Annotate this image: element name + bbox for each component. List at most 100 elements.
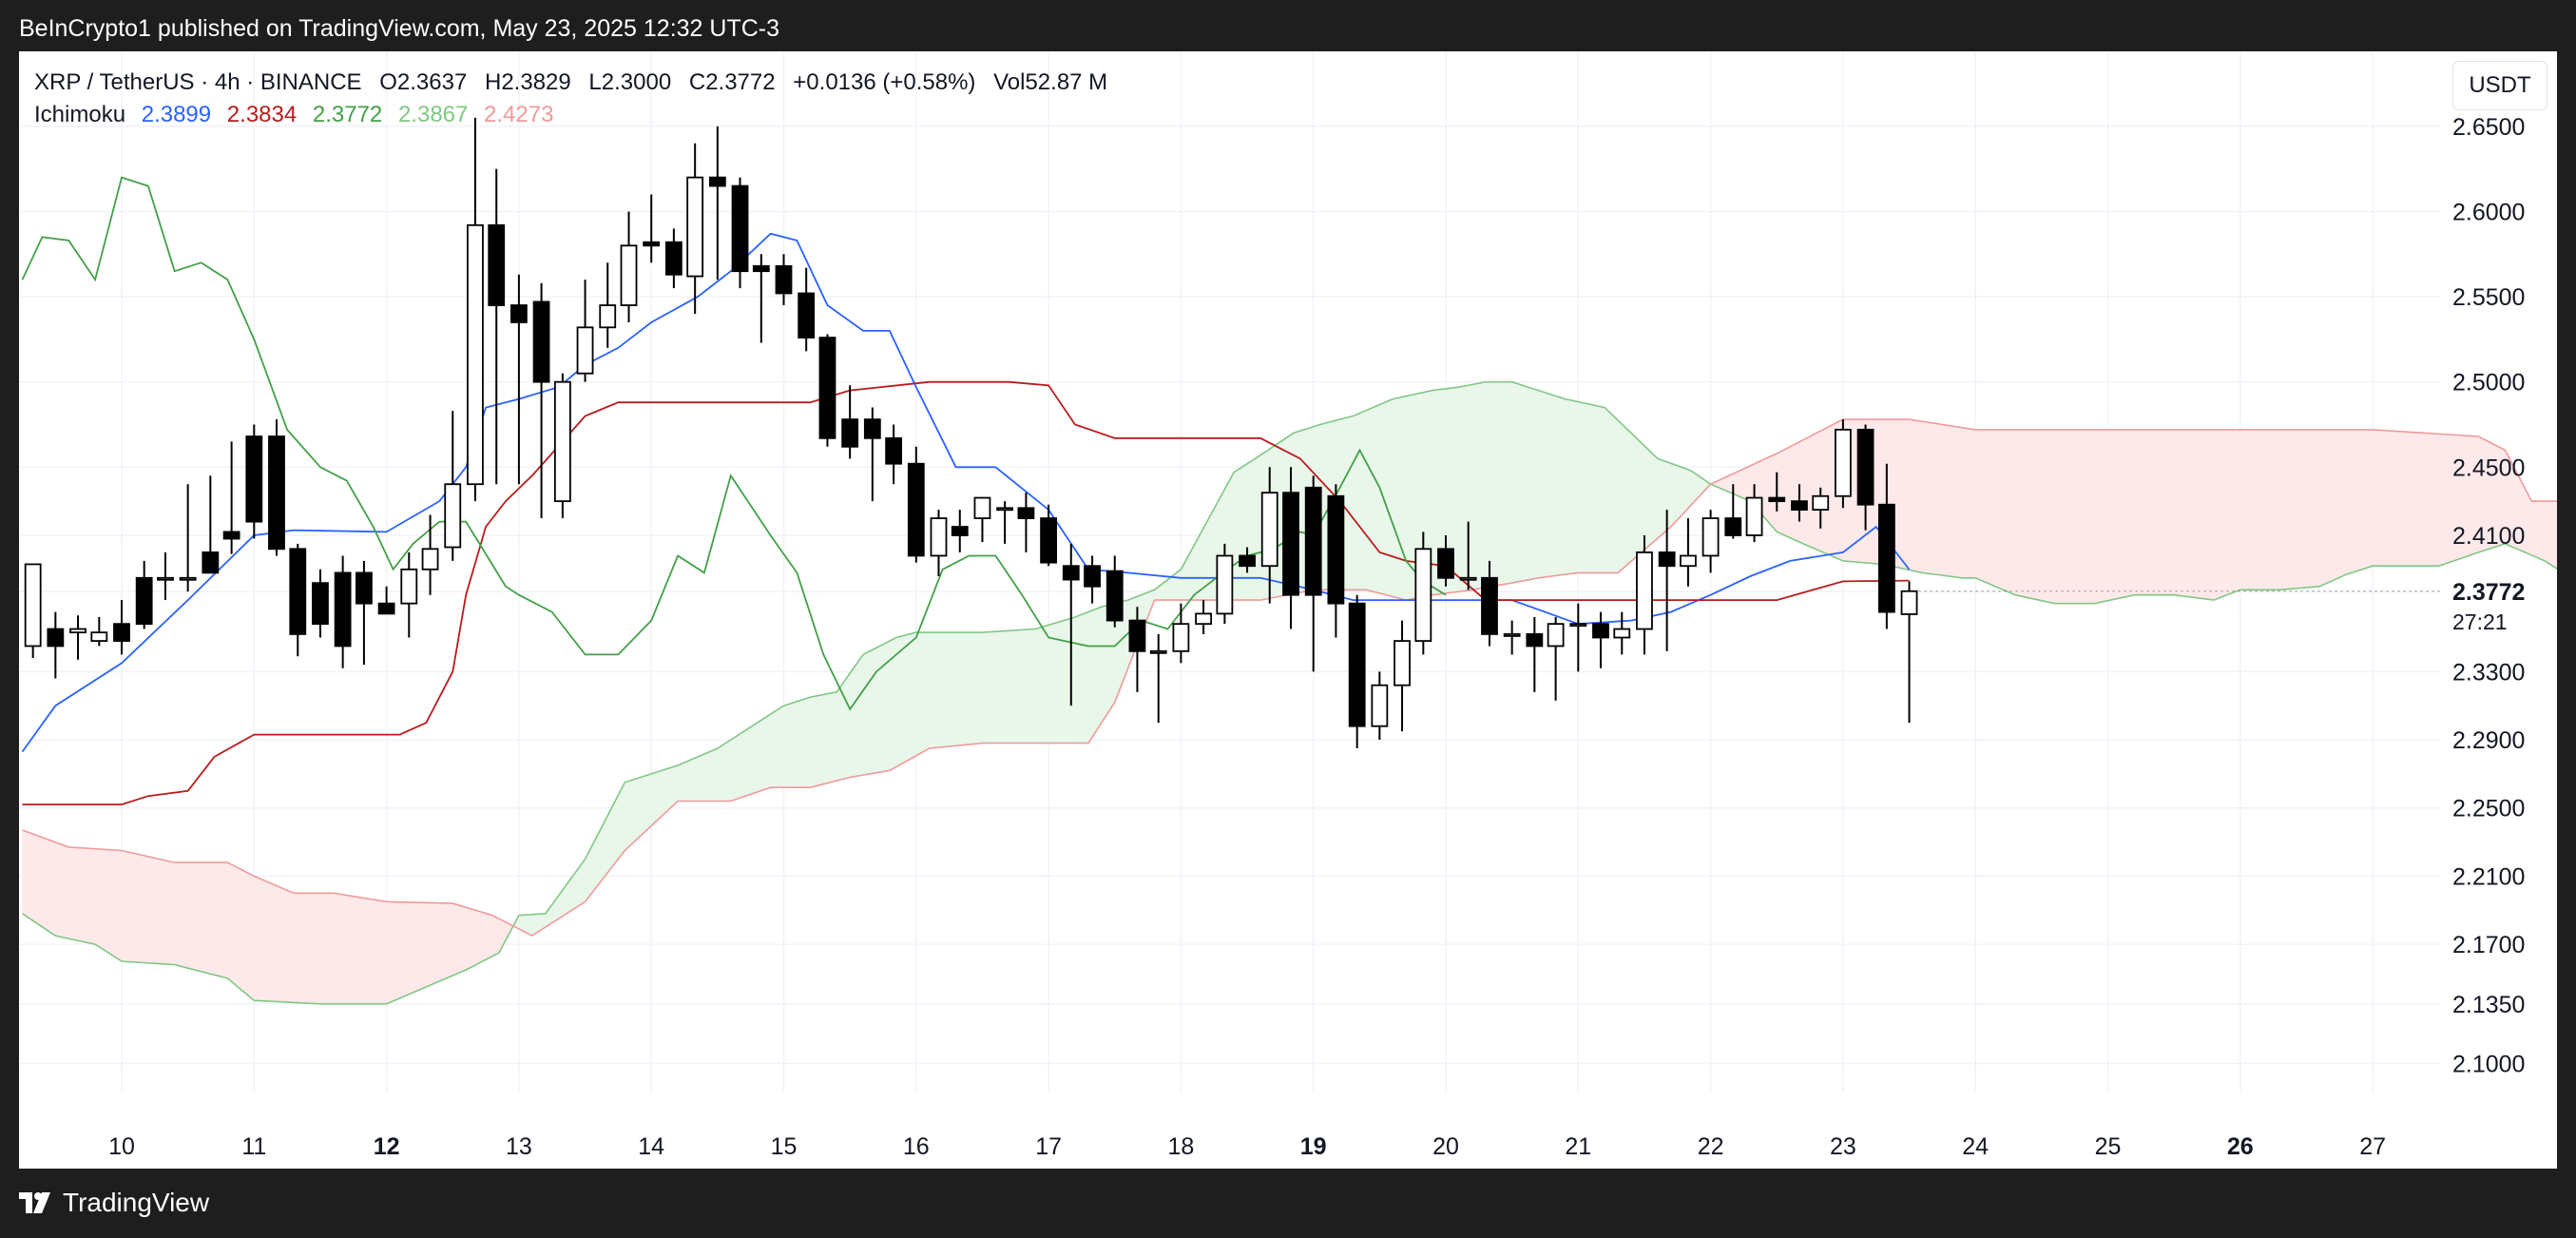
candle-body-up xyxy=(1636,551,1653,630)
tradingview-logo[interactable]: TradingView xyxy=(19,1188,209,1218)
candle[interactable] xyxy=(620,211,638,322)
candle[interactable] xyxy=(268,419,285,556)
candle[interactable] xyxy=(973,496,991,543)
candle[interactable] xyxy=(334,555,352,668)
candle[interactable] xyxy=(752,254,770,343)
symbol-label[interactable]: XRP / TetherUS · 4h · BINANCE xyxy=(34,69,362,95)
candle[interactable] xyxy=(400,551,418,638)
candle[interactable] xyxy=(863,407,881,502)
candle[interactable] xyxy=(222,441,240,554)
candle[interactable] xyxy=(1282,467,1299,629)
candle[interactable] xyxy=(1172,603,1190,664)
candle[interactable] xyxy=(1017,493,1035,552)
candle-body-up xyxy=(1569,623,1587,628)
candle[interactable] xyxy=(1040,504,1057,567)
candle[interactable] xyxy=(841,385,859,459)
candle[interactable] xyxy=(1526,616,1544,692)
candle[interactable] xyxy=(1680,518,1697,587)
candle[interactable] xyxy=(1437,534,1454,587)
candle[interactable] xyxy=(686,143,704,314)
candle[interactable] xyxy=(775,254,793,306)
candle[interactable] xyxy=(885,424,903,485)
candle[interactable] xyxy=(1481,560,1498,647)
candle[interactable] xyxy=(1394,620,1411,732)
candle[interactable] xyxy=(113,600,130,655)
candle[interactable] xyxy=(1304,475,1322,672)
candle[interactable] xyxy=(1327,484,1345,638)
candle[interactable] xyxy=(1745,484,1763,543)
candle[interactable] xyxy=(1658,510,1676,651)
currency-unit-button[interactable]: USDT xyxy=(2452,61,2547,110)
candle[interactable] xyxy=(664,228,682,289)
candle[interactable] xyxy=(467,117,484,502)
candle[interactable] xyxy=(1084,555,1101,604)
candle[interactable] xyxy=(996,501,1014,544)
candle[interactable] xyxy=(1348,594,1366,748)
candle[interactable] xyxy=(1128,607,1146,692)
candle[interactable] xyxy=(731,177,749,289)
candle[interactable] xyxy=(1636,534,1653,655)
indicator-name[interactable]: Ichimoku xyxy=(34,102,126,127)
candle[interactable] xyxy=(1239,547,1256,573)
candle[interactable] xyxy=(1195,600,1212,634)
candle[interactable] xyxy=(708,126,726,280)
chart-panel[interactable]: 2.6500 2.6000 2.5500 2.5000 2.4500 2.4100 2.37… xyxy=(19,51,2557,1169)
candle[interactable] xyxy=(1701,510,1720,573)
candle[interactable] xyxy=(643,194,661,263)
candle[interactable] xyxy=(1613,611,1631,655)
candle[interactable] xyxy=(47,611,65,679)
candle[interactable] xyxy=(510,274,528,485)
candle[interactable] xyxy=(1371,671,1389,741)
candle[interactable] xyxy=(488,168,506,485)
candle[interactable] xyxy=(818,334,836,447)
candle[interactable] xyxy=(421,514,439,595)
candle[interactable] xyxy=(289,543,307,657)
candle[interactable] xyxy=(1216,543,1234,625)
candle[interactable] xyxy=(576,280,594,382)
candle[interactable] xyxy=(1856,424,1874,531)
candle[interactable] xyxy=(157,551,174,601)
candle[interactable] xyxy=(202,475,220,574)
x-tick-label: 15 xyxy=(771,1133,798,1160)
candle[interactable] xyxy=(1062,543,1080,706)
candle[interactable] xyxy=(1569,603,1587,672)
candle[interactable] xyxy=(1105,555,1124,628)
candle-body-down xyxy=(222,531,240,540)
candle[interactable] xyxy=(356,560,373,666)
candle-body-down xyxy=(1592,623,1609,639)
candle[interactable] xyxy=(1724,484,1742,539)
candle[interactable] xyxy=(69,615,87,660)
candle[interactable] xyxy=(1812,487,1830,529)
candle-body-down xyxy=(1062,565,1080,581)
candle[interactable] xyxy=(90,616,108,647)
candle[interactable] xyxy=(1547,616,1565,701)
candle[interactable] xyxy=(1414,532,1432,655)
candle[interactable] xyxy=(1768,472,1786,512)
candle[interactable] xyxy=(377,586,395,615)
candle[interactable] xyxy=(1260,467,1278,604)
candle[interactable] xyxy=(24,563,42,659)
candle[interactable] xyxy=(1791,484,1808,522)
candle[interactable] xyxy=(532,282,550,519)
candle[interactable] xyxy=(312,569,329,638)
candle[interactable] xyxy=(245,424,263,539)
candle[interactable] xyxy=(1877,463,1895,629)
candle[interactable] xyxy=(1149,633,1167,724)
candle[interactable] xyxy=(1835,419,1852,509)
candle[interactable] xyxy=(951,510,969,552)
candle-body-up xyxy=(1195,612,1212,626)
candle[interactable] xyxy=(798,267,816,352)
ichimoku-chart[interactable]: 2.6500 2.6000 2.5500 2.5000 2.4500 2.4100 2.37… xyxy=(19,51,2557,1169)
candle[interactable] xyxy=(599,262,617,348)
candles[interactable] xyxy=(24,117,1918,748)
candle[interactable] xyxy=(907,446,925,563)
candle[interactable] xyxy=(553,373,571,519)
candle[interactable] xyxy=(930,510,948,576)
candle[interactable] xyxy=(1592,611,1609,668)
candle[interactable] xyxy=(444,411,462,561)
candle[interactable] xyxy=(135,560,153,629)
candle[interactable] xyxy=(1900,581,1918,724)
candle[interactable] xyxy=(1503,620,1521,655)
candle[interactable] xyxy=(179,484,197,592)
candle[interactable] xyxy=(1459,521,1477,590)
